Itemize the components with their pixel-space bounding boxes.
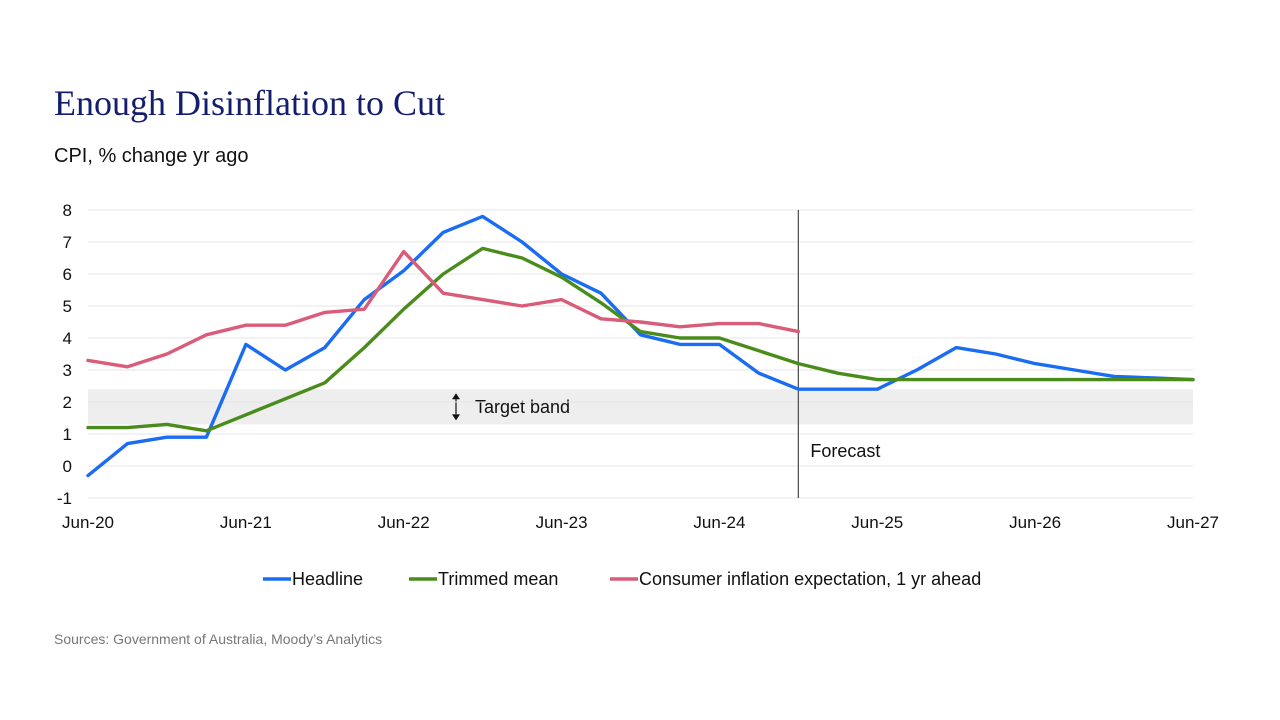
y-tick-label: 0 xyxy=(63,457,72,476)
y-tick-label: 4 xyxy=(63,329,72,348)
target-band-label: Target band xyxy=(475,397,570,417)
legend-label-2: Consumer inflation expectation, 1 yr ahe… xyxy=(639,569,981,589)
x-tick-label: Jun-20 xyxy=(62,513,114,532)
legend-label-0: Headline xyxy=(292,569,363,589)
source-note: Sources: Government of Australia, Moody’… xyxy=(54,631,383,647)
forecast-label: Forecast xyxy=(810,441,880,461)
target-band xyxy=(88,389,1193,425)
legend: Headline Trimmed mean Consumer inflation e… xyxy=(263,569,981,589)
gridlines xyxy=(88,209,1193,499)
x-tick-label: Jun-26 xyxy=(1009,513,1061,532)
x-tick-label: Jun-25 xyxy=(851,513,903,532)
y-tick-label: 5 xyxy=(63,297,72,316)
series-line-2 xyxy=(86,249,801,369)
x-tick-label: Jun-22 xyxy=(378,513,430,532)
y-tick-label: 7 xyxy=(63,233,72,252)
target-band-arrow-up-icon xyxy=(452,393,460,400)
y-tick-label: 3 xyxy=(63,361,72,380)
target-band-arrow-down-icon xyxy=(452,414,460,421)
x-tick-label: Jun-21 xyxy=(220,513,272,532)
x-axis-ticks: Jun-20 Jun-21 Jun-22 Jun-23 Jun-24 Jun-25 Jun-… xyxy=(62,513,1219,532)
y-tick-label: 8 xyxy=(63,201,72,220)
y-axis-ticks: -1 0 1 2 3 4 5 6 7 8 xyxy=(57,201,72,508)
series-line-0 xyxy=(86,214,1195,478)
chart-subtitle: CPI, % change yr ago xyxy=(54,145,249,167)
target-band-layer: Target band xyxy=(88,389,1193,425)
y-tick-label: -1 xyxy=(57,489,72,508)
x-tick-label: Jun-23 xyxy=(536,513,588,532)
x-tick-label: Jun-27 xyxy=(1167,513,1219,532)
chart-title: Enough Disinflation to Cut xyxy=(54,83,445,123)
x-tick-label: Jun-24 xyxy=(693,513,745,532)
legend-label-1: Trimmed mean xyxy=(438,569,558,589)
series-line-1 xyxy=(86,246,1195,433)
y-tick-label: 2 xyxy=(63,393,72,412)
y-tick-label: 1 xyxy=(63,425,72,444)
y-tick-label: 6 xyxy=(63,265,72,284)
series-lines xyxy=(86,214,1195,478)
forecast-marker: Forecast xyxy=(797,210,880,498)
